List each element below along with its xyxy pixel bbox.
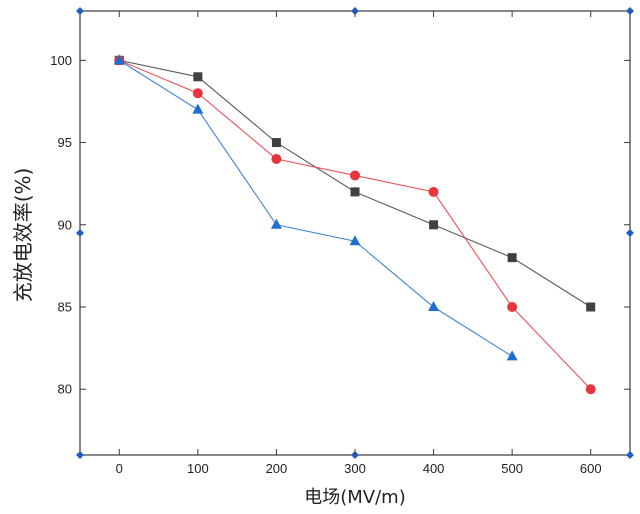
plot-frame [76,7,634,459]
series-triangle-line [118,59,513,357]
series-circle-point [507,302,518,312]
series-square-point [271,138,281,148]
series-lines [118,59,592,390]
y-tick-label: 95 [58,135,72,150]
series-circle-point [585,384,596,395]
series-circle-point [428,186,439,197]
x-tick-label: 400 [423,461,445,476]
series-square-point [507,253,517,263]
axis-ticks [80,11,630,455]
series-circle-point [271,154,282,164]
series-square-line [119,59,592,308]
frame-handle-icon [76,229,84,237]
x-tick-label: 0 [116,461,123,476]
y-tick-label: 80 [58,382,72,397]
y-tick-label: 85 [58,300,72,315]
x-tick-label: 300 [344,461,366,476]
x-axis-title: 电场(MV/m) [304,487,406,508]
frame-handle-icon [626,229,634,237]
series-square-point [586,302,596,312]
x-tick-label: 200 [266,461,288,476]
series-square-point [429,220,439,230]
y-tick-label: 90 [58,217,72,232]
frame-handle-icon [626,7,634,15]
y-axis-title: 充放电效率(%) [11,168,35,303]
series-triangle-point [349,235,361,246]
series-markers [113,54,596,395]
plot-border [79,10,631,456]
series-triangle-point [428,301,440,311]
frame-handle-icon [76,451,84,459]
x-tick-label: 500 [501,461,523,476]
x-tick-label: 600 [580,461,602,476]
series-triangle-point [506,350,518,361]
series-triangle-point [192,103,204,114]
y-tick-label: 100 [50,53,72,68]
x-tick-label: 100 [187,461,209,476]
series-square-point [193,72,203,82]
series-triangle-point [113,54,125,65]
tick-labels: 0 100 200 300 400 500 600 80 85 90 95 100 [50,53,601,476]
series-circle-point [192,88,203,99]
frame-handle-icon [76,7,84,15]
series-circle-point [350,170,360,181]
series-circle-line [119,59,592,390]
series-square-point [350,187,360,197]
frame-handle-icon [626,451,634,459]
series-triangle-point [270,218,282,229]
